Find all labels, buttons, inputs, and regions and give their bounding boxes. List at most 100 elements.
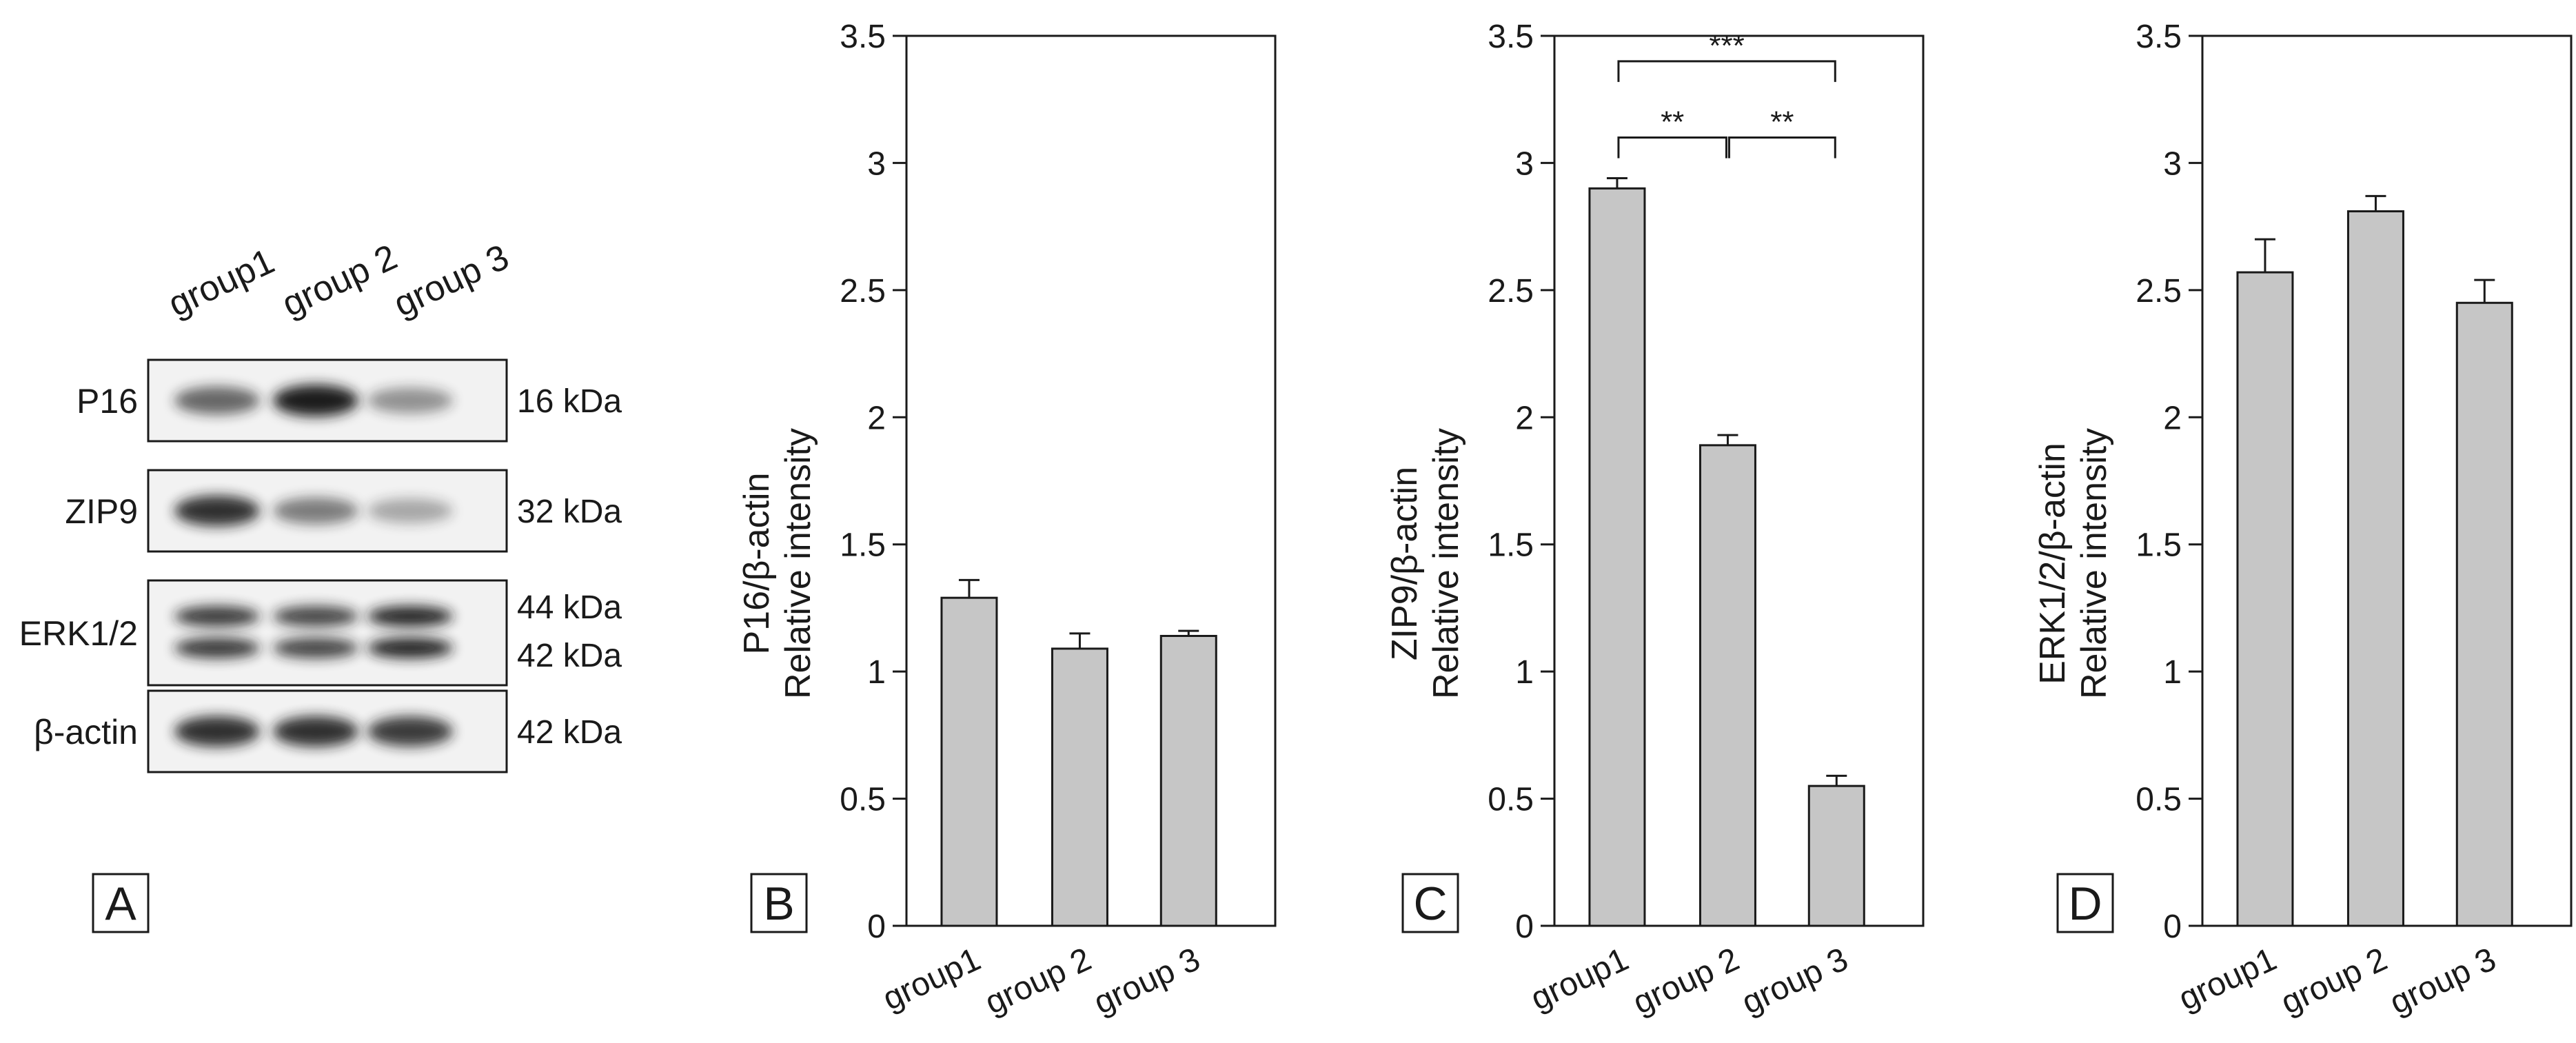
- x-tick-label: group 2: [2275, 941, 2393, 1022]
- y-axis-label-line: P16/β-actin: [737, 472, 777, 654]
- blot-membrane: [147, 579, 508, 687]
- y-tick-label: 1.5: [840, 527, 886, 564]
- blot-band: [273, 716, 358, 747]
- y-tick-label: 0.5: [840, 782, 886, 818]
- blot-band: [174, 495, 260, 527]
- bar: [1051, 647, 1108, 927]
- significance-label: ***: [1709, 29, 1744, 63]
- blot-band: [174, 386, 260, 415]
- blot-band: [367, 387, 453, 414]
- bar: [1159, 635, 1217, 927]
- blot-band: [367, 716, 453, 747]
- blot-band: [174, 606, 260, 627]
- blot-band: [174, 638, 260, 658]
- blot-band: [273, 385, 358, 416]
- blot-band: [273, 606, 358, 627]
- significance-bracket: [1617, 136, 1727, 159]
- kda-label: 44 kDa: [517, 589, 622, 626]
- chart-D: 0 0.5 1 1.5 2 2.5 3 3.5 ERK1/2/β-actinRelative i…: [2033, 19, 2573, 1022]
- y-tick-label: 3.5: [840, 19, 886, 55]
- x-tick-label: group 3: [1088, 941, 1206, 1022]
- bar: [1807, 784, 1865, 927]
- lane-label: group 3: [388, 237, 515, 325]
- chart-C: 0 0.5 1 1.5 2 2.5 3 3.5 ZIP9/β-actinRelative int…: [1385, 19, 1925, 1022]
- x-tick-label: group 3: [1736, 941, 1854, 1022]
- x-tick-label: group 2: [1627, 941, 1745, 1022]
- y-tick-label: 1.5: [2136, 527, 2182, 564]
- panel-label: B: [763, 878, 794, 930]
- y-tick-label: 0.5: [2136, 782, 2182, 818]
- blot-row-3: β-actin 42 kDa: [34, 689, 622, 773]
- blot-row-0: P16 16 kDa: [77, 358, 622, 443]
- lane-label: group 2: [276, 237, 403, 325]
- significance-label: **: [1661, 105, 1684, 139]
- kda-label: 42 kDa: [517, 714, 622, 751]
- y-axis-label-line: ERK1/2/β-actin: [2033, 443, 2073, 685]
- blot-band: [273, 497, 358, 525]
- y-tick-label: 3.5: [1488, 19, 1534, 55]
- y-tick-label: 3: [867, 145, 886, 182]
- y-axis-label-line: Relative intensity: [1426, 428, 1466, 699]
- y-tick-label: 2: [1515, 400, 1534, 436]
- y-axis-label-line: Relative intensity: [2074, 428, 2114, 699]
- significance-label: **: [1770, 105, 1794, 139]
- panel-labels: A B C D: [92, 873, 2114, 933]
- x-tick-label: group1: [878, 941, 986, 1017]
- blot-band: [367, 638, 453, 658]
- y-axis-label: ZIP9/β-actinRelative intensity: [1385, 428, 1466, 699]
- y-tick-label: 3.5: [2136, 19, 2182, 55]
- blot-row-2: ERK1/2 44 kDa 42 kDa: [19, 579, 622, 687]
- y-axis-label-line: ZIP9/β-actin: [1385, 467, 1425, 660]
- lane-label: group1: [163, 241, 281, 325]
- x-tick-label: group 2: [980, 941, 1097, 1022]
- x-tick-label: group 3: [2384, 941, 2502, 1022]
- kda-label: 16 kDa: [517, 383, 622, 420]
- y-tick-label: 2.5: [1488, 273, 1534, 310]
- y-tick-label: 0: [2163, 909, 2182, 945]
- y-tick-label: 2.5: [840, 273, 886, 310]
- kda-label: 42 kDa: [517, 638, 622, 674]
- significance-bracket: [1727, 136, 1836, 159]
- x-tick-label: group1: [1525, 941, 1634, 1017]
- panel-label: C: [1413, 878, 1447, 930]
- y-tick-label: 0.5: [1488, 782, 1534, 818]
- bar: [940, 596, 998, 927]
- bar: [2455, 301, 2513, 927]
- bar: [2236, 271, 2294, 927]
- y-tick-label: 2: [2163, 400, 2182, 436]
- y-tick-label: 2: [867, 400, 886, 436]
- blot-row-1: ZIP9 32 kDa: [65, 469, 622, 553]
- y-tick-label: 1: [2163, 654, 2182, 691]
- bar: [1588, 187, 1646, 927]
- y-tick-label: 2.5: [2136, 273, 2182, 310]
- panel-label-box: [1401, 873, 1459, 933]
- kda-label: 32 kDa: [517, 494, 622, 530]
- blot-band: [367, 606, 453, 627]
- panel-label-box: [750, 873, 808, 933]
- y-axis-label: ERK1/2/β-actinRelative intensity: [2033, 428, 2114, 699]
- protein-label: β-actin: [34, 713, 138, 751]
- y-tick-label: 1: [867, 654, 886, 691]
- y-tick-label: 3: [1515, 145, 1534, 182]
- panel-label: D: [2068, 878, 2102, 930]
- blot-band: [273, 638, 358, 658]
- y-tick-label: 1.5: [1488, 527, 1534, 564]
- y-tick-label: 1: [1515, 654, 1534, 691]
- panel-label: A: [105, 878, 136, 930]
- y-tick-label: 0: [1515, 909, 1534, 945]
- bar: [2346, 210, 2404, 927]
- x-tick-label: group1: [2173, 941, 2282, 1017]
- y-axis-label-line: Relative intensity: [778, 428, 818, 699]
- chart-B: 0 0.5 1 1.5 2 2.5 3 3.5 P16/β-actinRelative inte…: [737, 19, 1277, 1022]
- y-axis-label: P16/β-actinRelative intensity: [737, 428, 818, 699]
- blot-band: [367, 498, 453, 523]
- protein-label: ZIP9: [65, 492, 138, 531]
- protein-label: P16: [77, 382, 138, 421]
- bar: [1698, 444, 1756, 927]
- y-tick-label: 0: [867, 909, 886, 945]
- panel-label-box: [92, 873, 150, 933]
- y-tick-label: 3: [2163, 145, 2182, 182]
